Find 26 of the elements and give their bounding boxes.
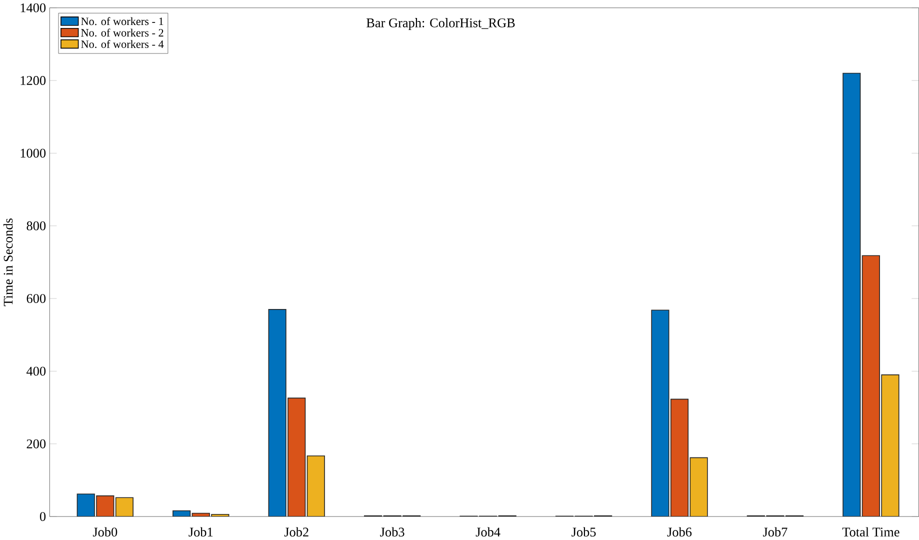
y-tick-label: 0	[40, 512, 46, 522]
bar	[115, 497, 134, 517]
x-tick-label: Job1	[188, 527, 213, 537]
x-tick-label: Total Time	[842, 527, 900, 537]
bar	[881, 374, 900, 517]
y-tick-label: 800	[26, 221, 46, 230]
y-tick-label: 400	[26, 366, 46, 376]
legend-label: No. of workers - 4	[81, 40, 164, 48]
text: Bar Graph: ColorHist_RGB	[366, 18, 515, 30]
x-tick-label: Job6	[667, 527, 692, 537]
y-tick-label: 1200	[20, 76, 46, 86]
x-tick-label: Job5	[572, 527, 596, 537]
bar	[690, 457, 708, 517]
y-tick-label: 1400	[20, 3, 46, 12]
y-tick-label: 200	[26, 439, 46, 448]
x-tick-label: Job2	[284, 527, 308, 537]
y-tick-label: 600	[26, 294, 46, 304]
x-tick-label: Job7	[763, 527, 788, 537]
y-axis-title: Time in Seconds	[3, 218, 13, 306]
legend-label: No. of workers - 1	[81, 17, 164, 26]
legend-label: No. of workers - 2	[81, 28, 164, 37]
x-tick-label: Job3	[380, 527, 404, 537]
bar	[306, 456, 325, 517]
x-tick-label: Job0	[92, 527, 118, 537]
y-tick-label: 1000	[20, 148, 46, 158]
x-tick-label: Job4	[476, 527, 500, 537]
